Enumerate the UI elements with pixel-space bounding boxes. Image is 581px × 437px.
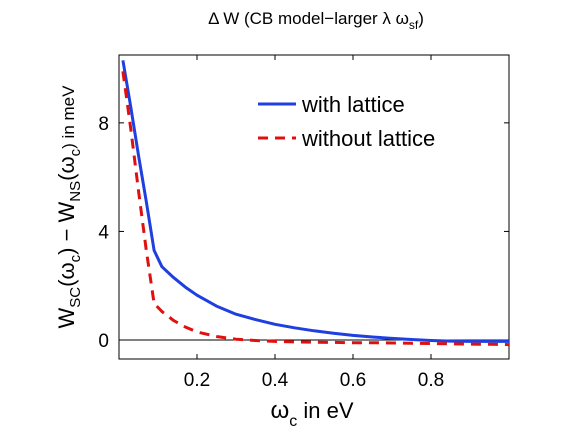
legend: with lattice without lattice — [258, 92, 435, 151]
legend-label-with-lattice: with lattice — [301, 92, 405, 117]
plot-area — [118, 54, 510, 360]
x-tick-label: 0.8 — [418, 370, 444, 391]
series-line-with-lattice — [121, 60, 509, 343]
series-line-without-lattice — [121, 71, 510, 347]
x-tick-label: 0.6 — [340, 370, 366, 391]
y-tick-label: 0 — [98, 331, 109, 352]
y-axis-title: WSC(ωc) − WNS(ωc) in meV — [54, 85, 84, 329]
x-axis-title: ωc in eV — [270, 397, 353, 430]
plot-frame — [118, 54, 510, 360]
legend-label-without-lattice: without lattice — [301, 126, 435, 151]
y-tick-label: 8 — [98, 114, 109, 135]
chart-title: Δ W (CB model−larger λ ωsf) — [208, 9, 424, 32]
x-tick-label: 0.4 — [262, 370, 289, 391]
y-tick-label: 4 — [98, 222, 109, 243]
x-tick-label: 0.2 — [184, 370, 210, 391]
